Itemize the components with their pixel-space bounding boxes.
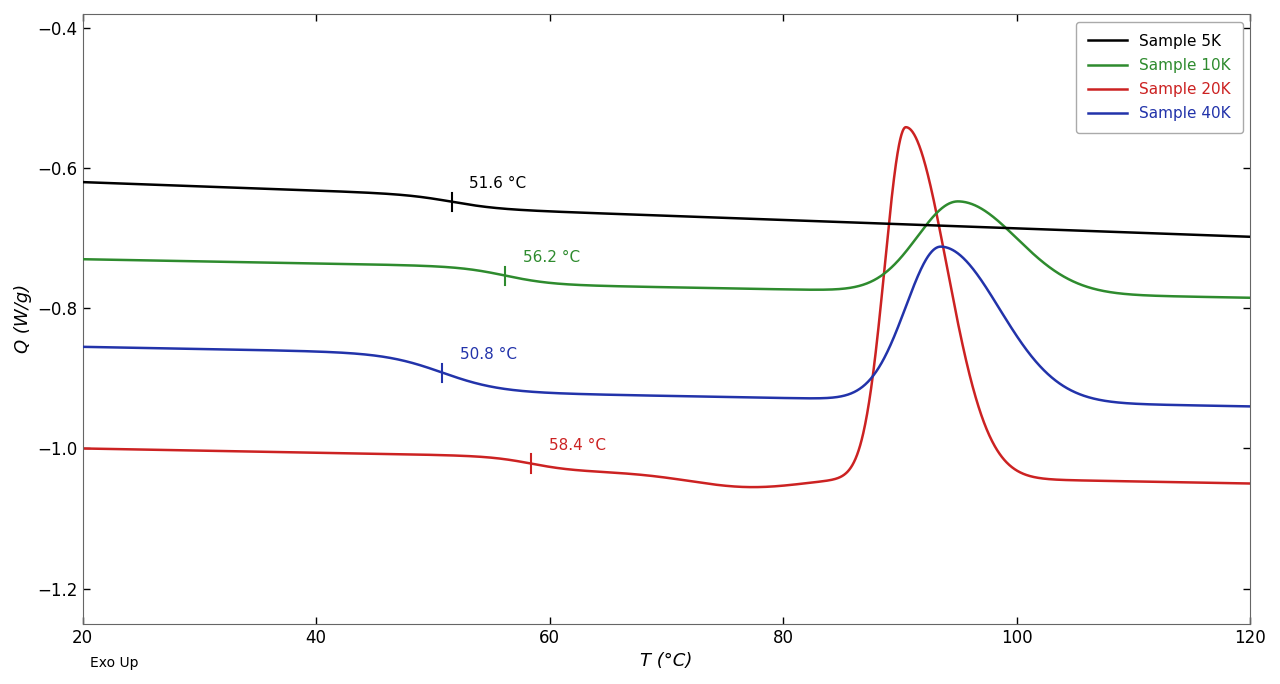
Line: Sample 40K: Sample 40K <box>83 247 1251 406</box>
Sample 20K <box>522 460 538 468</box>
Line: Sample 20K: Sample 20K <box>83 127 1251 487</box>
Sample 5K <box>573 209 589 217</box>
Sample 20K <box>278 448 293 456</box>
X-axis label: T (°C): T (°C) <box>640 652 692 670</box>
Line: Sample 5K: Sample 5K <box>83 182 1251 237</box>
Sample 5K <box>1243 233 1258 241</box>
Sample 5K <box>1220 232 1235 240</box>
Sample 40K <box>522 388 538 396</box>
Sample 40K <box>573 390 589 398</box>
Sample 20K <box>76 445 91 453</box>
Text: 56.2 °C: 56.2 °C <box>522 250 580 265</box>
Sample 40K <box>76 343 91 351</box>
Line: Sample 10K: Sample 10K <box>83 201 1251 298</box>
Sample 20K <box>209 447 224 455</box>
Text: 50.8 °C: 50.8 °C <box>460 347 517 362</box>
Sample 10K <box>522 276 538 285</box>
Sample 10K <box>1220 293 1235 302</box>
Text: 51.6 °C: 51.6 °C <box>470 176 526 192</box>
Sample 10K <box>76 255 91 263</box>
Sample 20K <box>745 483 760 491</box>
Sample 5K <box>522 207 538 215</box>
Sample 20K <box>899 123 914 131</box>
Text: Exo Up: Exo Up <box>90 657 138 670</box>
Sample 10K <box>1094 287 1110 295</box>
Sample 5K <box>278 185 293 194</box>
Sample 20K <box>1243 479 1258 488</box>
Sample 20K <box>1094 477 1110 485</box>
Text: 58.4 °C: 58.4 °C <box>549 438 605 453</box>
Sample 20K <box>1220 479 1235 487</box>
Sample 10K <box>573 281 589 289</box>
Sample 10K <box>209 257 224 265</box>
Sample 40K <box>1243 402 1258 410</box>
Sample 40K <box>1220 402 1235 410</box>
Sample 5K <box>209 183 224 191</box>
Sample 20K <box>573 466 589 475</box>
Sample 5K <box>1094 227 1110 235</box>
Sample 10K <box>278 259 293 267</box>
Sample 10K <box>1243 293 1258 302</box>
Sample 40K <box>209 345 224 354</box>
Sample 5K <box>76 178 91 186</box>
Y-axis label: Q (W/g): Q (W/g) <box>14 285 32 354</box>
Sample 10K <box>950 197 965 205</box>
Sample 40K <box>933 243 948 251</box>
Sample 40K <box>278 347 293 355</box>
Legend: Sample 5K, Sample 10K, Sample 20K, Sample 40K: Sample 5K, Sample 10K, Sample 20K, Sampl… <box>1076 21 1243 133</box>
Sample 40K <box>1094 396 1110 404</box>
